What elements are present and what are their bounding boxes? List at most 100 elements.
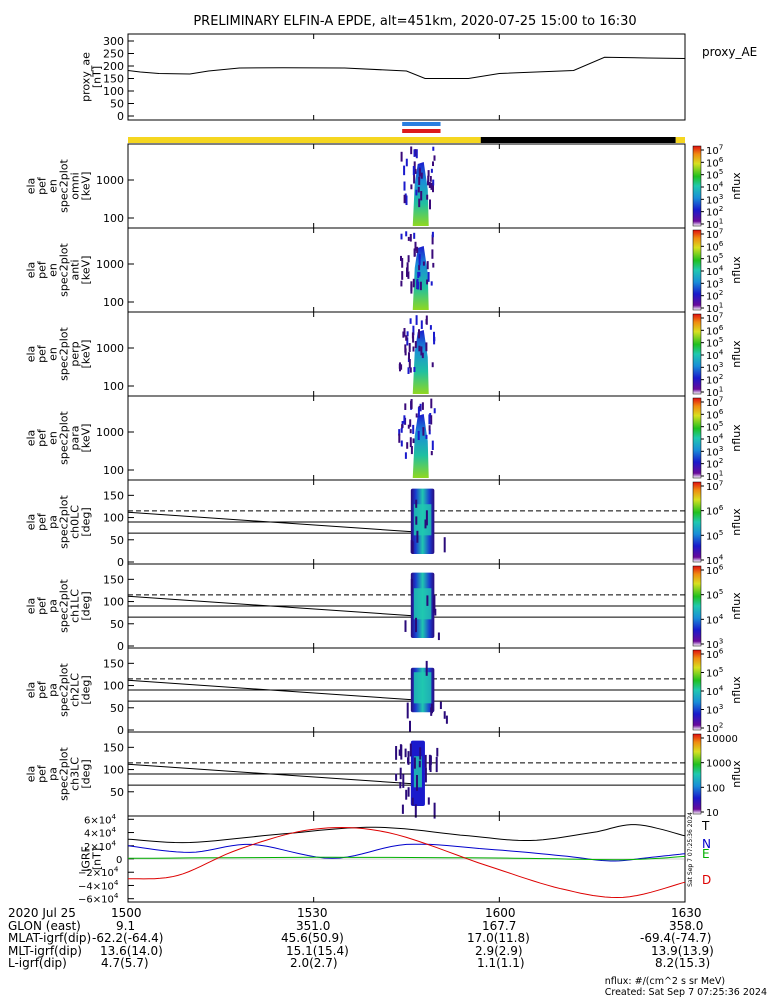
spectrogram-pixel [403,181,406,191]
footer-value: 1630 [671,906,702,920]
spectrogram-pixel [418,176,421,185]
y-axis-label: IGRF [80,846,93,872]
pitch-angle-pixel [443,537,446,553]
footer-value: 351.0 [296,918,331,933]
spectrogram-pixel [428,425,431,431]
colorbar-label: nflux [730,340,743,368]
spectrogram-pixel [428,429,431,435]
y-tick-label: 300 [103,35,124,48]
y-axis-label: spec2plot [58,579,71,633]
y-tick-label: 150 [103,489,124,502]
spectrogram-pixel [412,336,415,343]
footer-value: 8.2(15.3) [655,956,711,970]
pitch-angle-pixel [426,595,429,606]
spectrogram-pixel [408,343,411,352]
y-tick-label: 100 [103,296,124,309]
colorbar-tick-label: 100 [706,783,725,794]
colorbar-tick-label: 107 [706,227,723,242]
colorbar-tick-label: 107 [706,479,723,494]
pitch-angle-pixel [443,711,446,719]
spectrogram-pixel [417,407,420,418]
y-axis-label: en [47,347,60,361]
spectrogram-pixel [408,359,411,369]
igrf-series-E [128,855,686,861]
spectrogram-pixel [428,414,431,425]
y-axis-label: [keV] [80,256,93,285]
y-axis-label: [keV] [80,340,93,369]
status-bars [128,122,685,143]
y-axis-label: ch1LC [69,589,82,623]
y-tick-label: 0 [117,556,124,569]
sloped-line [127,595,413,617]
pitch-angle-pixel [416,775,418,791]
y-axis-label: ela [25,766,38,783]
y-axis-label: perp [69,341,82,366]
spectrogram-pixel [410,184,413,190]
y-axis-label: [nT] [91,66,104,88]
colorbar-tick-label: 102 [706,721,723,736]
pitch-angle-pixel [407,751,410,765]
colorbar-tick-label: 103 [706,276,723,291]
pitch-angle-pixel [418,760,421,768]
pitch-angle-pixel [424,519,427,529]
y-axis-label: spec2plot [58,243,71,297]
colorbar-label: nflux [730,424,743,452]
colorbar [692,397,702,479]
colorbar [692,313,702,395]
pitch-angle-pixel [399,767,402,780]
footer-value: 15.1(15.4) [286,943,349,958]
spectrogram-pixel [425,434,428,439]
y-axis-label: pef [36,176,49,195]
pitch-angle-pixel [424,754,427,768]
colorbar-tick-label: 106 [706,155,724,170]
y-tick-label: 50 [110,534,124,547]
status-segment [128,137,481,143]
spectrogram-pixel [409,437,412,448]
spectrogram-pixel [417,186,420,193]
spectrogram-pixel [431,234,434,245]
colorbar-tick-label: 105 [706,528,723,543]
spectrogram-pixel [429,176,432,182]
spectrogram-pixel [413,161,416,170]
spectrogram-pixel [426,279,429,285]
colorbar-tick-label: 104 [706,348,724,363]
spectrogram-pixel [400,255,402,261]
units-note: nflux: #/(cm^2 s sr MeV) [604,976,726,987]
spectrogram-pixel [409,429,412,434]
y-tick-label: 100 [103,596,124,609]
spectrogram-pixel [411,332,414,339]
y-axis-label: en [47,431,60,445]
spectrogram-pixel [413,232,416,239]
pitch-angle-pixel [425,510,428,526]
colorbar-tick-label: 104 [706,264,724,279]
spectrogram-pixel [418,345,421,352]
pitch-angle-pixel [409,720,411,732]
pitch-angle-pixel [413,757,416,769]
y-axis-label: pef [36,428,49,447]
spectrogram-pixel [405,335,408,341]
spectrogram-pixel [427,175,430,185]
pitch-angle-pixel [436,747,439,757]
spectrogram-pixel [409,318,412,324]
y-tick-label: 1000 [96,342,124,355]
pitch-angle-pixel [411,797,414,806]
colorbar [692,649,702,731]
y-tick-label: 100 [103,764,124,777]
footer-value: -62.2(-64.4) [92,931,164,945]
spectrogram-pixel [415,189,418,196]
spectrogram-pixel [418,271,421,277]
spectrogram-pixel [432,146,435,151]
footer-label: MLAT-igrf(dip) [8,931,92,945]
y-axis-label: pa [47,683,60,697]
spectrogram-pixel [412,166,415,176]
credits: nflux: #/(cm^2 s sr MeV) Created: Sat Se… [605,976,767,998]
footer-value: 13.9(13.9) [651,943,714,958]
colorbar-tick-label: 106 [706,323,724,338]
y-axis-label: ch2LC [69,673,82,707]
colorbar-tick-label: 103 [706,702,723,717]
footer-table: 2020 Jul 25 1500 1530 1600 1630 GLON (ea… [0,907,775,970]
y-axis-label: ela [25,346,38,363]
spectrogram-pixel [418,198,421,208]
